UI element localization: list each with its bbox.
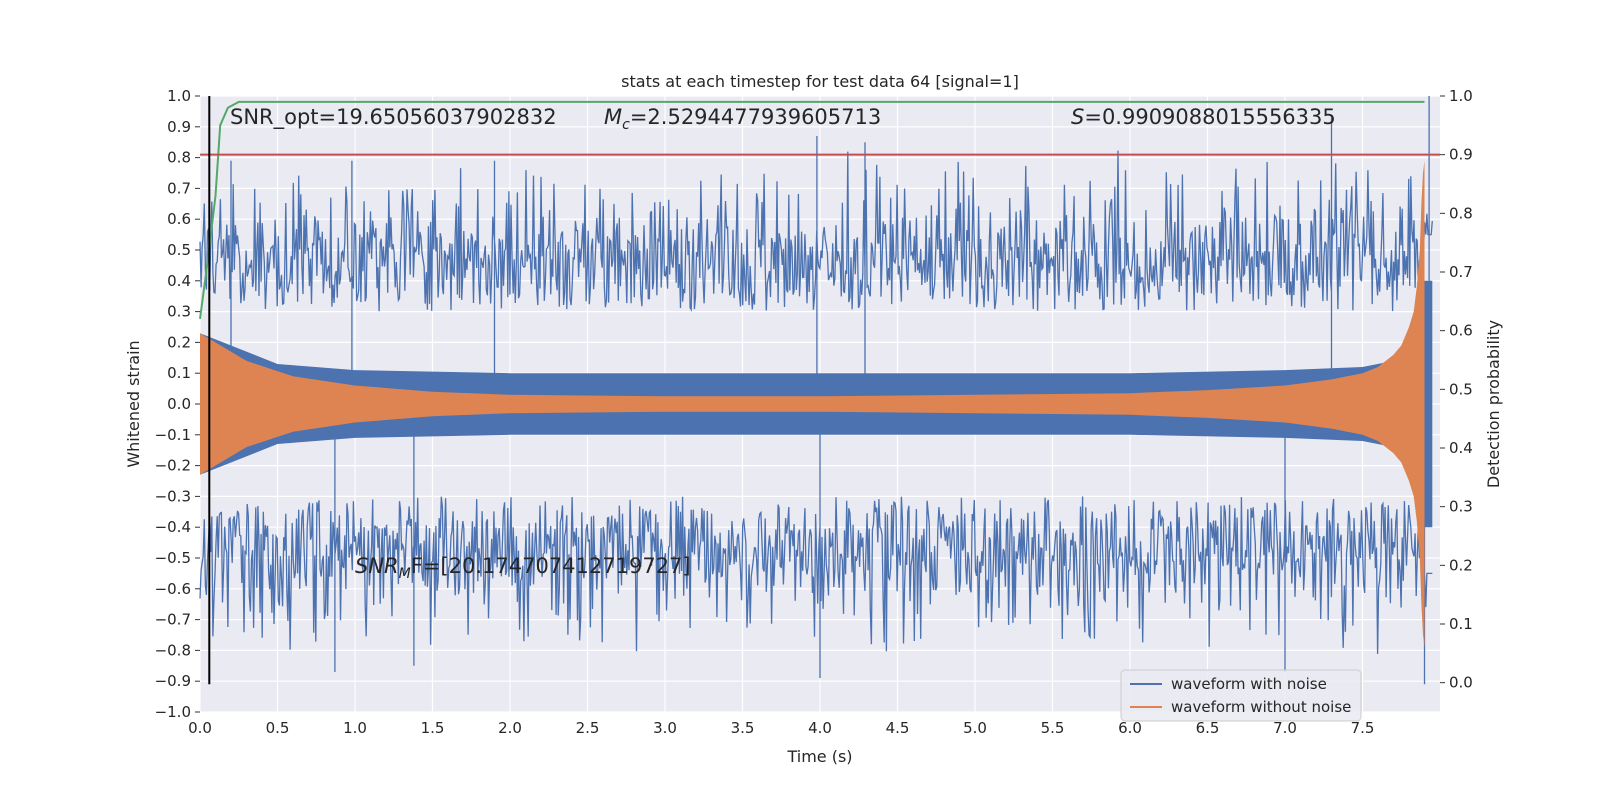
- y-tick-label: 0.8: [167, 149, 191, 167]
- x-tick-label: 5.0: [963, 719, 987, 737]
- x-tick-label: 1.5: [421, 719, 445, 737]
- snrmf-value: F=[20.174707412719727]: [411, 554, 691, 578]
- legend-label-clean: waveform without noise: [1171, 698, 1351, 716]
- y2-tick-label: 0.8: [1449, 204, 1473, 222]
- y-axis-left: −1.0 −0.9 −0.8 −0.7 −0.6 −0.5 −0.4 −0.3 −0.2 −0.1…: [155, 87, 200, 721]
- y-axis-label: Whitened strain: [124, 340, 143, 467]
- y-tick-label: −0.2: [155, 457, 191, 475]
- mc-symbol: M: [604, 105, 622, 129]
- y-tick-label: 0.3: [167, 303, 191, 321]
- annotation-snr-opt: SNR_opt=19.65056037902832: [230, 105, 557, 130]
- snrmf-symbol: SNR: [355, 554, 399, 578]
- y-tick-label: −1.0: [155, 703, 191, 721]
- annotation-snr-mf: SNRMF=[20.174707412719727]: [355, 554, 691, 582]
- x-tick-label: 1.0: [343, 719, 367, 737]
- y-tick-label: 0.7: [167, 179, 191, 197]
- x-axis: 0.0 0.5 1.0 1.5 2.0 2.5 3.0 3.5 4.0 4.5 5.0 5.5 6.0 6…: [188, 719, 1374, 737]
- y2-tick-label: 0.1: [1449, 615, 1473, 633]
- plot-series: [199, 96, 1440, 685]
- y2-tick-label: 0.4: [1449, 439, 1473, 457]
- snrmf-sub: M: [399, 566, 411, 582]
- x-tick-label: 0.0: [188, 719, 212, 737]
- series-detection-probability: [199, 100, 1425, 320]
- y-tick-label: 0.9: [167, 118, 191, 136]
- x-tick-label: 4.0: [808, 719, 832, 737]
- y-tick-label: 1.0: [167, 87, 191, 105]
- y2-tick-label: 0.0: [1449, 674, 1473, 692]
- y2-tick-label: 0.9: [1449, 146, 1473, 164]
- y-tick-label: 0.0: [167, 395, 191, 413]
- series-clean-waveform: [200, 160, 1425, 648]
- x-tick-label: 2.5: [576, 719, 600, 737]
- y2-tick-label: 1.0: [1449, 87, 1473, 105]
- x-tick-label: 0.5: [266, 719, 290, 737]
- y-tick-label: 0.1: [167, 364, 191, 382]
- y-axis-right: 0.0 0.1 0.2 0.3 0.4 0.5 0.6 0.7 0.8 0.9 1.0: [1440, 87, 1473, 692]
- x-tick-label: 6.5: [1196, 719, 1220, 737]
- y-tick-label: −0.8: [155, 641, 191, 659]
- legend: waveform with noise waveform without noi…: [1120, 669, 1362, 722]
- y2-tick-label: 0.3: [1449, 498, 1473, 516]
- s-value: =0.9909088015556335: [1084, 105, 1335, 129]
- y2-tick-label: 0.7: [1449, 263, 1473, 281]
- y-tick-label: −0.7: [155, 611, 191, 629]
- y-tick-label: −0.5: [155, 549, 191, 567]
- x-tick-label: 3.0: [653, 719, 677, 737]
- y-tick-label: −0.1: [155, 426, 191, 444]
- y-tick-label: −0.3: [155, 487, 191, 505]
- y-tick-label: 0.4: [167, 272, 191, 290]
- x-tick-label: 2.0: [498, 719, 522, 737]
- annotation-mc: Mc=2.5294477939605713: [604, 105, 881, 133]
- x-tick-label: 3.5: [731, 719, 755, 737]
- y-tick-label: −0.6: [155, 580, 191, 598]
- y-tick-label: 0.5: [167, 241, 191, 259]
- legend-label-noise: waveform with noise: [1171, 675, 1327, 693]
- mc-sub: c: [622, 117, 630, 133]
- y-tick-label: −0.4: [155, 518, 191, 536]
- y2-tick-label: 0.2: [1449, 556, 1473, 574]
- x-tick-label: 7.0: [1273, 719, 1297, 737]
- y-tick-label: 0.2: [167, 333, 191, 351]
- mc-value: =2.5294477939605713: [630, 105, 881, 129]
- legend-box: [1120, 669, 1362, 722]
- x-tick-label: 5.5: [1041, 719, 1065, 737]
- y2-axis-label: Detection probability: [1484, 320, 1503, 488]
- y2-tick-label: 0.5: [1449, 380, 1473, 398]
- chart-title: stats at each timestep for test data 64 …: [621, 72, 1019, 91]
- s-symbol: S: [1071, 105, 1084, 129]
- x-axis-label: Time (s): [786, 747, 852, 766]
- annotation-s: S=0.9909088015556335: [1071, 105, 1336, 129]
- x-tick-label: 4.5: [886, 719, 910, 737]
- x-tick-label: 7.5: [1351, 719, 1375, 737]
- y-tick-label: −0.9: [155, 672, 191, 690]
- y2-tick-label: 0.6: [1449, 322, 1473, 340]
- y-tick-label: 0.6: [167, 210, 191, 228]
- x-tick-label: 6.0: [1118, 719, 1142, 737]
